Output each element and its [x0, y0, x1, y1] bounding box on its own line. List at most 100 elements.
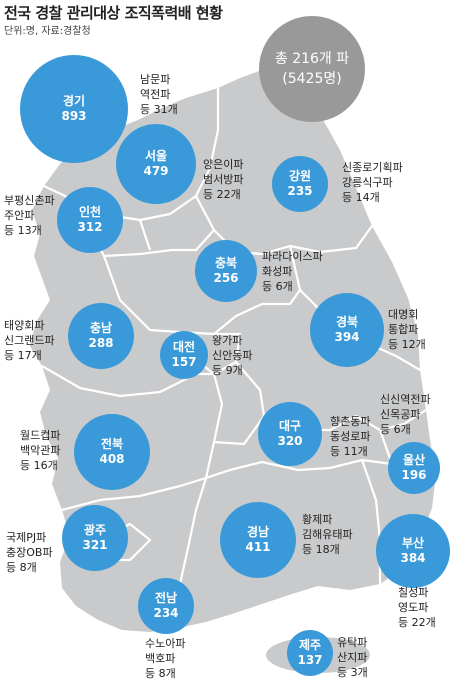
gang-name: 대명회	[388, 308, 419, 321]
bubble-jeju: 제주 137	[287, 630, 333, 676]
bubble-gyeongbuk: 경북 394	[310, 293, 384, 367]
gang-name: 범서방파	[203, 173, 244, 186]
gang-count: 등 12개	[388, 338, 426, 351]
gang-name: 화성파	[262, 265, 293, 278]
bubble-jeonbuk: 전북 408	[74, 414, 150, 490]
region-name: 경남	[246, 525, 270, 539]
region-count: 256	[213, 271, 239, 285]
gang-name: 산지파	[337, 651, 368, 664]
gang-count: 등 14개	[342, 191, 380, 204]
region-count: 893	[61, 109, 87, 123]
bubble-daejeon: 대전 157	[160, 331, 208, 379]
label-gyeongnam: 황제파 김해유태파 등 18개	[302, 512, 353, 557]
gang-count: 등 22개	[203, 188, 241, 201]
mainland-shape	[30, 70, 436, 632]
gang-name: 월드컵파	[20, 429, 61, 442]
region-name: 대전	[172, 340, 196, 354]
label-chungnam: 태양회파 신그랜드파 등 17개	[4, 318, 55, 363]
source-note: 단위:명, 자료:경찰청	[4, 26, 91, 37]
bubble-ulsan: 울산 196	[388, 442, 440, 494]
gang-count: 등 18개	[302, 543, 340, 556]
label-daejeon: 왕가파 신안동파 등 9개	[212, 333, 252, 378]
bubble-gangwon: 강원 235	[272, 156, 328, 212]
total-line-2: (5425명)	[282, 71, 342, 87]
gang-name: 충장OB파	[6, 546, 53, 559]
label-gwangju: 국제PJ파 충장OB파 등 8개	[6, 530, 53, 575]
region-name: 인천	[78, 205, 102, 219]
total-badge: 총 216개 파 (5425명)	[259, 16, 365, 122]
gang-name: 통합파	[388, 323, 419, 336]
gang-name: 신그랜드파	[4, 334, 55, 347]
total-line-1: 총 216개 파	[274, 50, 350, 67]
region-count: 137	[297, 653, 323, 667]
gang-name: 강릉식구파	[342, 176, 393, 189]
bubble-gwangju: 광주 321	[62, 505, 128, 571]
gang-name: 김해유태파	[302, 528, 353, 541]
gang-count: 등 22개	[398, 616, 436, 629]
label-jeju: 유탁파 산지파 등 3개	[337, 635, 368, 680]
label-chungbuk: 파라다이스파 화성파 등 6개	[262, 249, 323, 294]
label-jeonbuk: 월드컵파 백악관파 등 16개	[20, 428, 60, 473]
gang-name: 신안동파	[212, 349, 253, 362]
gang-name: 신신역전파	[380, 393, 431, 406]
gang-count: 등 8개	[6, 561, 37, 574]
gang-count: 등 13개	[4, 224, 42, 237]
gang-count: 등 9개	[212, 364, 243, 377]
map-title: 전국 경찰 관리대상 조직폭력배 현황	[4, 4, 223, 22]
region-name: 제주	[298, 638, 322, 652]
gang-name: 역전파	[140, 88, 171, 101]
bubble-jeonnam: 전남 234	[138, 578, 194, 634]
region-count: 479	[143, 164, 169, 178]
gang-count: 등 6개	[380, 423, 411, 436]
region-name: 충남	[89, 321, 113, 335]
region-count: 234	[153, 606, 179, 620]
region-name: 부산	[401, 536, 425, 550]
region-name: 대구	[278, 419, 302, 433]
region-count: 408	[99, 452, 125, 466]
region-count: 312	[77, 220, 103, 234]
label-seoul: 양은이파 범서방파 등 22개	[203, 157, 243, 202]
region-count: 384	[400, 551, 426, 565]
gang-name: 황제파	[302, 513, 333, 526]
region-name: 경북	[335, 315, 359, 329]
region-count: 288	[88, 336, 114, 350]
gang-name: 백호파	[145, 652, 176, 665]
gang-name: 남문파	[140, 73, 171, 86]
region-name: 서울	[144, 149, 168, 163]
gang-count: 등 3개	[337, 666, 368, 679]
gang-name: 향촌동파	[330, 415, 371, 428]
gang-name: 수노아파	[145, 637, 186, 650]
region-count: 320	[277, 434, 303, 448]
gang-name: 부평신촌파	[4, 194, 55, 207]
label-ulsan: 신신역전파 신목공파 등 6개	[380, 392, 431, 437]
gang-name: 신종로기획파	[342, 161, 403, 174]
gang-name: 파라다이스파	[262, 250, 323, 263]
bubble-chungnam: 충남 288	[68, 303, 134, 369]
gang-name: 왕가파	[212, 334, 243, 347]
gang-name: 백악관파	[20, 444, 61, 457]
bubble-seoul: 서울 479	[116, 124, 196, 204]
label-gyeonggi: 남문파 역전파 등 31개	[140, 72, 178, 117]
bubble-gyeonggi: 경기 893	[20, 55, 128, 163]
gang-name: 영도파	[398, 601, 429, 614]
region-count: 394	[334, 330, 360, 344]
gang-name: 신목공파	[380, 408, 421, 421]
region-count: 157	[171, 355, 197, 369]
region-name: 광주	[83, 523, 107, 537]
region-name: 강원	[288, 169, 312, 183]
bubble-daegu: 대구 320	[258, 402, 322, 466]
gang-name: 동성로파	[330, 430, 371, 443]
region-name: 전북	[100, 437, 124, 451]
gang-name: 주안파	[4, 209, 35, 222]
bubble-chungbuk: 충북 256	[195, 240, 257, 302]
label-gyeongbuk: 대명회 통합파 등 12개	[388, 307, 426, 352]
label-busan: 칠성파 영도파 등 22개	[398, 585, 436, 630]
region-name: 울산	[402, 453, 426, 467]
gang-count: 등 31개	[140, 103, 178, 116]
gang-name: 유탁파	[337, 636, 368, 649]
bubble-incheon: 인천 312	[57, 187, 123, 253]
label-gangwon: 신종로기획파 강릉식구파 등 14개	[342, 160, 403, 205]
region-name: 충북	[214, 256, 238, 270]
gang-count: 등 16개	[20, 459, 58, 472]
